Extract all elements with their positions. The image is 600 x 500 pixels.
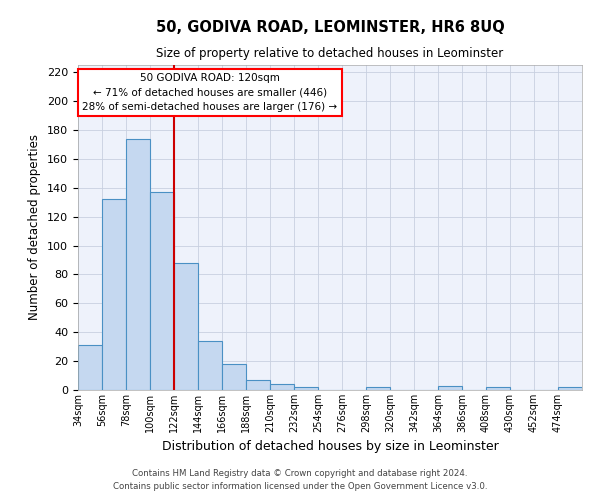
X-axis label: Distribution of detached houses by size in Leominster: Distribution of detached houses by size … [161,440,499,454]
Bar [174,263,198,390]
Bar [558,387,582,390]
Text: Contains public sector information licensed under the Open Government Licence v3: Contains public sector information licen… [113,482,487,491]
Bar [78,345,102,390]
Bar [198,341,222,390]
Bar [102,200,126,390]
Bar [294,387,318,390]
Bar [366,387,390,390]
Bar [270,384,294,390]
Bar [246,380,270,390]
Bar [222,364,246,390]
FancyBboxPatch shape [78,70,342,116]
Bar [150,192,174,390]
Text: 50 GODIVA ROAD: 120sqm
← 71% of detached houses are smaller (446)
28% of semi-de: 50 GODIVA ROAD: 120sqm ← 71% of detached… [82,72,338,112]
Text: Size of property relative to detached houses in Leominster: Size of property relative to detached ho… [157,48,503,60]
Text: Contains HM Land Registry data © Crown copyright and database right 2024.: Contains HM Land Registry data © Crown c… [132,468,468,477]
Text: 50, GODIVA ROAD, LEOMINSTER, HR6 8UQ: 50, GODIVA ROAD, LEOMINSTER, HR6 8UQ [155,20,505,35]
Bar [126,138,150,390]
Y-axis label: Number of detached properties: Number of detached properties [28,134,41,320]
Bar [486,387,510,390]
Bar [438,386,462,390]
